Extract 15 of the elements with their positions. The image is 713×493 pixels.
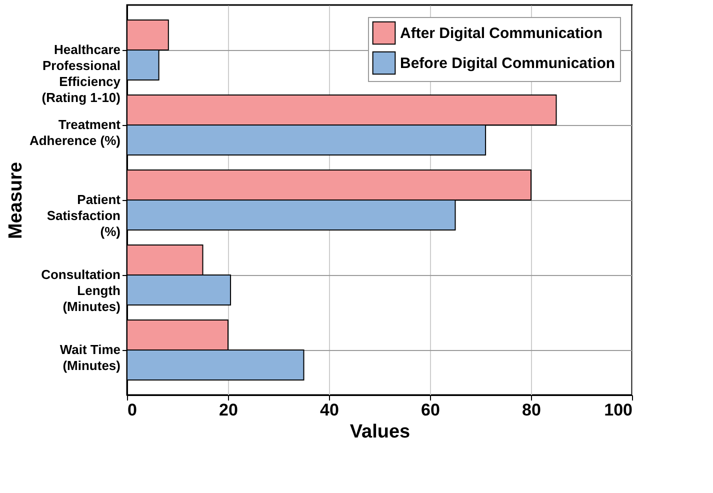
y-tick-label: Treatment Adherence (%) bbox=[29, 117, 122, 148]
y-tick-label: Healthcare Professional Efficiency (Rating 1-10) bbox=[42, 42, 122, 105]
y-tick-label: Patient Satisfaction (%) bbox=[46, 192, 122, 239]
x-tick-label: 60 bbox=[421, 400, 440, 420]
y-tick-label: Wait Time (Minutes) bbox=[60, 342, 120, 373]
x-tick-label: 20 bbox=[219, 400, 238, 420]
x-tick-label: 80 bbox=[522, 400, 541, 420]
legend-label: Before Digital Communication bbox=[400, 55, 616, 72]
x-tick-label: 40 bbox=[320, 400, 339, 420]
x-axis-title: Values bbox=[350, 422, 410, 442]
y-tick-label: Consultation Length (Minutes) bbox=[41, 267, 121, 314]
y-axis-title: Measure bbox=[5, 162, 26, 240]
x-tick-label: 100 bbox=[604, 400, 632, 420]
x-tick-label: 0 bbox=[128, 400, 137, 420]
legend-label: After Digital Communication bbox=[400, 25, 603, 42]
